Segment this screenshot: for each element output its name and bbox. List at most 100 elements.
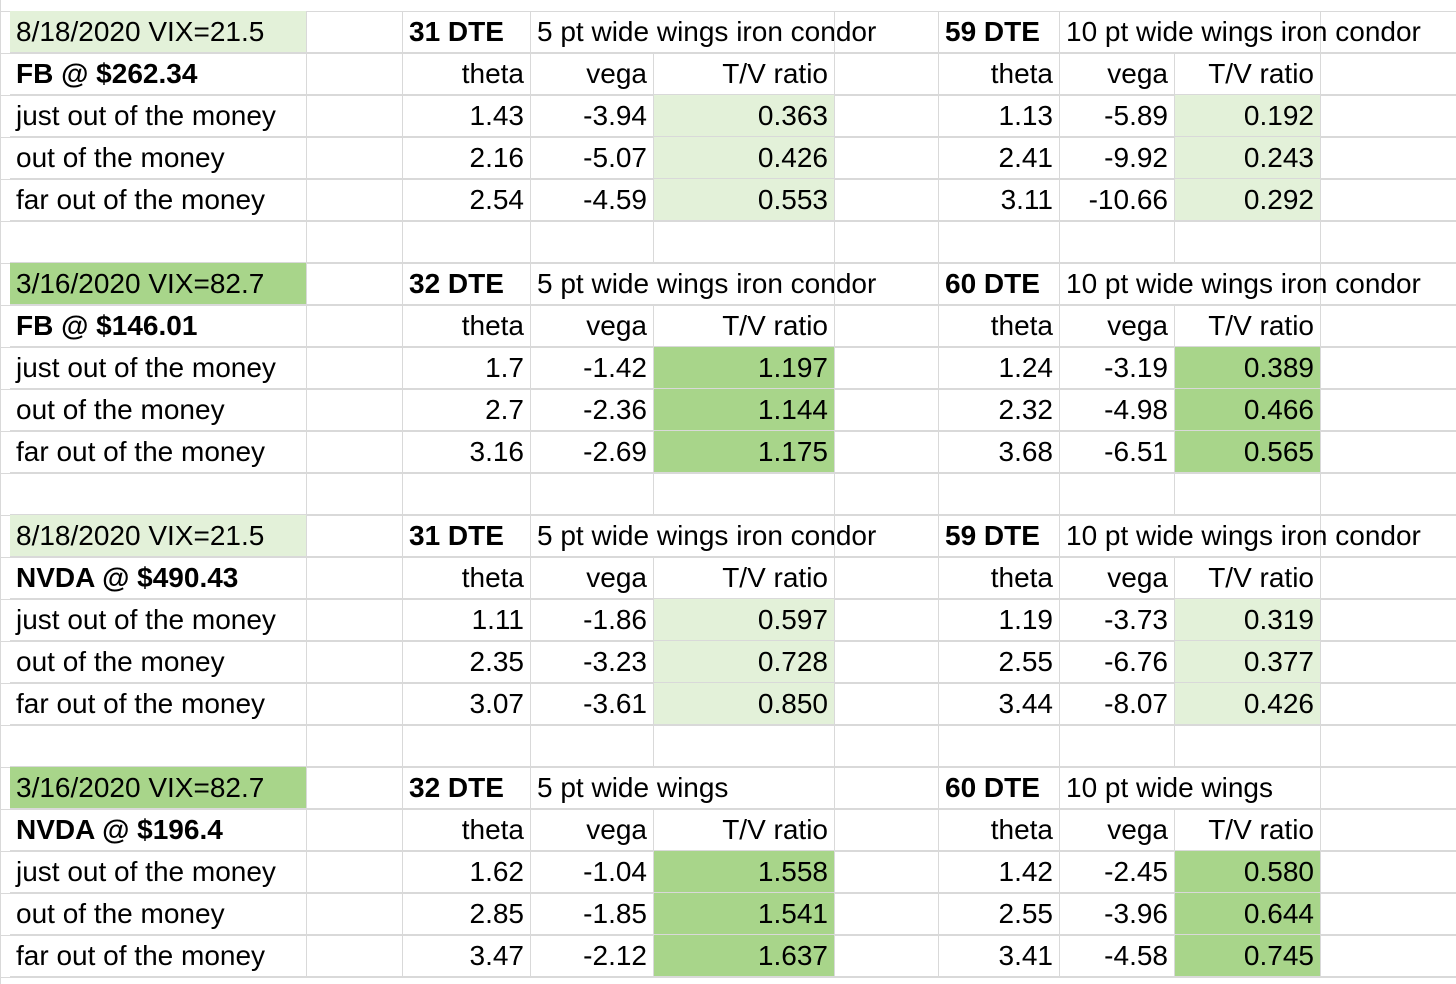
empty-cell[interactable] bbox=[1060, 725, 1175, 767]
vega-value-cell[interactable]: -2.69 bbox=[531, 431, 654, 473]
date-vix-cell[interactable]: 8/18/2020 VIX=21.5 bbox=[10, 11, 307, 53]
date-vix-cell[interactable]: 3/16/2020 VIX=82.7 bbox=[10, 263, 307, 305]
dte-cell[interactable]: 60 DTE bbox=[939, 263, 1060, 305]
empty-cell[interactable] bbox=[307, 725, 403, 767]
tv-ratio-header[interactable]: T/V ratio bbox=[1175, 809, 1321, 851]
empty-cell[interactable] bbox=[403, 221, 531, 263]
vega-value-cell[interactable]: -6.76 bbox=[1060, 641, 1175, 683]
empty-cell[interactable] bbox=[307, 641, 403, 683]
empty-cell[interactable] bbox=[654, 473, 835, 515]
vega-value-cell[interactable]: -3.96 bbox=[1060, 893, 1175, 935]
empty-cell[interactable] bbox=[654, 515, 835, 557]
theta-header[interactable]: theta bbox=[939, 53, 1060, 95]
dte-cell[interactable]: 32 DTE bbox=[403, 263, 531, 305]
empty-cell[interactable] bbox=[307, 53, 403, 95]
empty-cell[interactable] bbox=[835, 95, 939, 137]
tv-ratio-value-cell[interactable]: 1.637 bbox=[654, 935, 835, 977]
moneyness-label-cell[interactable]: out of the money bbox=[10, 893, 307, 935]
empty-cell[interactable] bbox=[1321, 473, 1456, 515]
empty-cell[interactable] bbox=[835, 431, 939, 473]
moneyness-label-cell[interactable]: far out of the money bbox=[10, 431, 307, 473]
theta-value-cell[interactable]: 1.43 bbox=[403, 95, 531, 137]
empty-cell[interactable] bbox=[403, 725, 531, 767]
moneyness-label-cell[interactable]: far out of the money bbox=[10, 935, 307, 977]
empty-cell[interactable] bbox=[307, 473, 403, 515]
vega-value-cell[interactable]: -1.86 bbox=[531, 599, 654, 641]
empty-cell[interactable] bbox=[835, 767, 939, 809]
empty-cell[interactable] bbox=[835, 11, 939, 53]
empty-cell[interactable] bbox=[1175, 11, 1321, 53]
tv-ratio-header[interactable]: T/V ratio bbox=[1175, 557, 1321, 599]
dte-cell[interactable]: 59 DTE bbox=[939, 11, 1060, 53]
moneyness-label-cell[interactable]: just out of the money bbox=[10, 599, 307, 641]
vega-value-cell[interactable]: -10.66 bbox=[1060, 179, 1175, 221]
theta-header[interactable]: theta bbox=[939, 809, 1060, 851]
vega-header[interactable]: vega bbox=[531, 305, 654, 347]
vega-value-cell[interactable]: -2.12 bbox=[531, 935, 654, 977]
empty-cell[interactable] bbox=[1321, 179, 1456, 221]
tv-ratio-value-cell[interactable]: 0.565 bbox=[1175, 431, 1321, 473]
tv-ratio-value-cell[interactable]: 0.728 bbox=[654, 641, 835, 683]
empty-cell[interactable] bbox=[939, 725, 1060, 767]
empty-cell[interactable] bbox=[1321, 95, 1456, 137]
empty-cell[interactable] bbox=[1321, 431, 1456, 473]
tv-ratio-value-cell[interactable]: 0.243 bbox=[1175, 137, 1321, 179]
moneyness-label-cell[interactable]: just out of the money bbox=[10, 95, 307, 137]
theta-value-cell[interactable]: 3.47 bbox=[403, 935, 531, 977]
vega-value-cell[interactable]: -3.73 bbox=[1060, 599, 1175, 641]
dte-cell[interactable]: 31 DTE bbox=[403, 11, 531, 53]
theta-value-cell[interactable]: 2.54 bbox=[403, 179, 531, 221]
moneyness-label-cell[interactable]: just out of the money bbox=[10, 851, 307, 893]
theta-value-cell[interactable]: 3.07 bbox=[403, 683, 531, 725]
empty-cell[interactable] bbox=[1321, 935, 1456, 977]
empty-cell[interactable] bbox=[1175, 221, 1321, 263]
empty-cell[interactable] bbox=[835, 515, 939, 557]
tv-ratio-value-cell[interactable]: 0.850 bbox=[654, 683, 835, 725]
vega-header[interactable]: vega bbox=[1060, 305, 1175, 347]
empty-cell[interactable] bbox=[1175, 725, 1321, 767]
empty-cell[interactable] bbox=[1175, 515, 1321, 557]
tv-ratio-value-cell[interactable]: 1.175 bbox=[654, 431, 835, 473]
empty-cell[interactable] bbox=[307, 179, 403, 221]
empty-cell[interactable] bbox=[654, 767, 835, 809]
empty-cell[interactable] bbox=[1321, 11, 1456, 53]
tv-ratio-value-cell[interactable]: 0.389 bbox=[1175, 347, 1321, 389]
empty-cell[interactable] bbox=[835, 263, 939, 305]
theta-value-cell[interactable]: 2.35 bbox=[403, 641, 531, 683]
theta-value-cell[interactable]: 1.62 bbox=[403, 851, 531, 893]
tv-ratio-value-cell[interactable]: 0.377 bbox=[1175, 641, 1321, 683]
empty-cell[interactable] bbox=[1060, 473, 1175, 515]
empty-cell[interactable] bbox=[10, 221, 307, 263]
vega-value-cell[interactable]: -6.51 bbox=[1060, 431, 1175, 473]
wings-description-cell[interactable]: 10 pt wide wings iron condor bbox=[1060, 11, 1421, 53]
theta-header[interactable]: theta bbox=[403, 305, 531, 347]
empty-cell[interactable] bbox=[403, 473, 531, 515]
empty-cell[interactable] bbox=[654, 221, 835, 263]
empty-cell[interactable] bbox=[835, 893, 939, 935]
empty-cell[interactable] bbox=[1175, 473, 1321, 515]
theta-value-cell[interactable]: 2.32 bbox=[939, 389, 1060, 431]
empty-cell[interactable] bbox=[654, 11, 835, 53]
empty-cell[interactable] bbox=[307, 683, 403, 725]
dte-cell[interactable]: 31 DTE bbox=[403, 515, 531, 557]
empty-cell[interactable] bbox=[835, 179, 939, 221]
vega-value-cell[interactable]: -9.92 bbox=[1060, 137, 1175, 179]
moneyness-label-cell[interactable]: out of the money bbox=[10, 641, 307, 683]
ticker-price-cell[interactable]: NVDA @ $196.4 bbox=[10, 809, 307, 851]
empty-cell[interactable] bbox=[307, 11, 403, 53]
tv-ratio-value-cell[interactable]: 1.197 bbox=[654, 347, 835, 389]
empty-cell[interactable] bbox=[835, 725, 939, 767]
empty-cell[interactable] bbox=[1321, 137, 1456, 179]
wings-description-cell[interactable]: 5 pt wide wings bbox=[531, 767, 728, 809]
tv-ratio-value-cell[interactable]: 0.644 bbox=[1175, 893, 1321, 935]
theta-value-cell[interactable]: 2.7 bbox=[403, 389, 531, 431]
ticker-price-cell[interactable]: FB @ $146.01 bbox=[10, 305, 307, 347]
vega-value-cell[interactable]: -3.19 bbox=[1060, 347, 1175, 389]
theta-value-cell[interactable]: 3.68 bbox=[939, 431, 1060, 473]
empty-cell[interactable] bbox=[307, 851, 403, 893]
tv-ratio-value-cell[interactable]: 0.553 bbox=[654, 179, 835, 221]
empty-cell[interactable] bbox=[1321, 389, 1456, 431]
wings-description-cell[interactable]: 10 pt wide wings bbox=[1060, 767, 1273, 809]
empty-cell[interactable] bbox=[531, 725, 654, 767]
theta-value-cell[interactable]: 1.19 bbox=[939, 599, 1060, 641]
